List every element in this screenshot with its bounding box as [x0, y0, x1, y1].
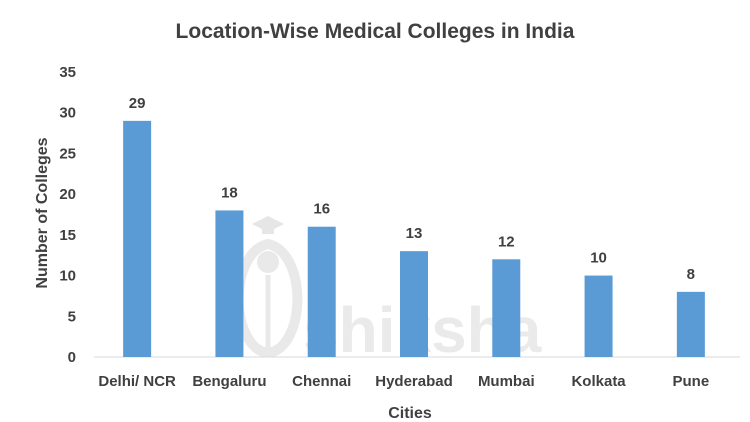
y-tick-label: 20 — [59, 186, 76, 203]
y-axis: 0 5 10 15 20 25 30 35 — [59, 64, 76, 366]
x-tick-label: Mumbai — [478, 373, 535, 390]
x-tick-label: Pune — [673, 373, 710, 390]
data-label: 13 — [406, 225, 423, 242]
y-tick-label: 5 — [68, 308, 76, 325]
bar[interactable] — [584, 275, 613, 357]
y-tick-label: 0 — [68, 349, 76, 366]
y-tick-label: 30 — [59, 105, 76, 122]
y-tick-label: 35 — [59, 64, 76, 81]
x-axis: Delhi/ NCR Bengaluru Chennai Hyderabad Mumba… — [98, 373, 709, 390]
data-label: 8 — [687, 266, 695, 283]
bars: 29 18 16 13 12 10 8 — [123, 95, 705, 357]
y-tick-label: 10 — [59, 268, 76, 285]
data-label: 10 — [590, 250, 607, 267]
x-tick-label: Chennai — [292, 373, 351, 390]
data-label: 29 — [129, 95, 146, 112]
y-axis-title: Number of Colleges — [34, 137, 51, 288]
data-label: 12 — [498, 233, 515, 250]
bar[interactable] — [123, 120, 152, 357]
x-axis-title: Cities — [388, 405, 432, 422]
bar[interactable] — [215, 210, 244, 357]
bar[interactable] — [307, 226, 336, 357]
chart-title: Location-Wise Medical Colleges in India — [176, 20, 575, 43]
x-tick-label: Hyderabad — [375, 373, 453, 390]
bar[interactable] — [492, 259, 521, 357]
x-tick-label: Kolkata — [571, 373, 626, 390]
y-tick-label: 15 — [59, 227, 76, 244]
x-tick-label: Delhi/ NCR — [98, 373, 176, 390]
y-tick-label: 25 — [59, 145, 76, 162]
x-tick-label: Bengaluru — [192, 373, 266, 390]
bar[interactable] — [400, 251, 428, 357]
bar[interactable] — [676, 291, 705, 357]
data-label: 16 — [313, 201, 330, 218]
data-label: 18 — [221, 184, 238, 201]
watermark-logo-icon — [233, 216, 303, 358]
